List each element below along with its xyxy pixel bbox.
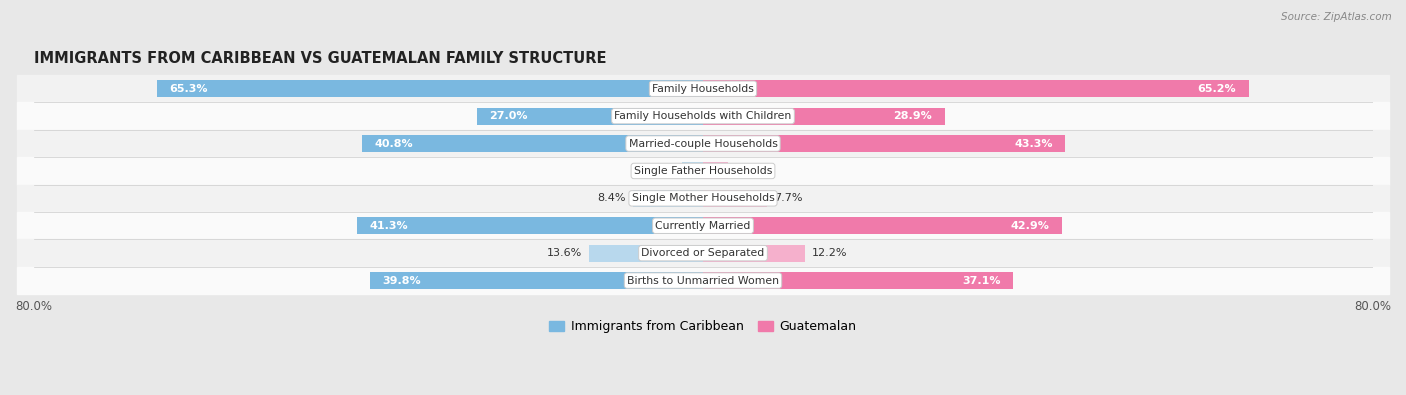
Text: 28.9%: 28.9% — [894, 111, 932, 121]
Bar — [17, 239, 1389, 267]
Bar — [633, 190, 703, 207]
Text: Family Households: Family Households — [652, 84, 754, 94]
Bar — [477, 108, 703, 125]
Text: 40.8%: 40.8% — [374, 139, 413, 149]
Bar — [361, 135, 703, 152]
Bar — [17, 75, 1389, 102]
Text: 12.2%: 12.2% — [811, 248, 848, 258]
Text: Single Father Households: Single Father Households — [634, 166, 772, 176]
Bar — [17, 267, 1389, 294]
Text: 3.0%: 3.0% — [735, 166, 763, 176]
Bar — [17, 157, 1389, 184]
Bar — [17, 184, 1389, 212]
Text: 43.3%: 43.3% — [1014, 139, 1053, 149]
Text: IMMIGRANTS FROM CARIBBEAN VS GUATEMALAN FAMILY STRUCTURE: IMMIGRANTS FROM CARIBBEAN VS GUATEMALAN … — [34, 51, 606, 66]
Bar — [703, 108, 945, 125]
Text: Divorced or Separated: Divorced or Separated — [641, 248, 765, 258]
Text: 65.3%: 65.3% — [169, 84, 208, 94]
Bar — [703, 217, 1062, 234]
Bar — [589, 245, 703, 261]
Text: Family Households with Children: Family Households with Children — [614, 111, 792, 121]
Text: Married-couple Households: Married-couple Households — [628, 139, 778, 149]
Text: 41.3%: 41.3% — [370, 221, 409, 231]
Bar — [682, 162, 703, 179]
Bar — [357, 217, 703, 234]
Bar — [703, 80, 1249, 97]
Text: Source: ZipAtlas.com: Source: ZipAtlas.com — [1281, 12, 1392, 22]
Text: 8.4%: 8.4% — [598, 193, 626, 203]
Text: 27.0%: 27.0% — [489, 111, 529, 121]
Text: Currently Married: Currently Married — [655, 221, 751, 231]
Text: 65.2%: 65.2% — [1198, 84, 1236, 94]
Text: Births to Unmarried Women: Births to Unmarried Women — [627, 276, 779, 286]
Bar — [370, 272, 703, 289]
Bar — [703, 135, 1066, 152]
Bar — [17, 102, 1389, 130]
Text: Single Mother Households: Single Mother Households — [631, 193, 775, 203]
Text: 2.5%: 2.5% — [647, 166, 675, 176]
Bar — [703, 245, 806, 261]
Text: 7.7%: 7.7% — [775, 193, 803, 203]
Bar — [17, 130, 1389, 157]
Bar — [703, 272, 1014, 289]
Text: 13.6%: 13.6% — [547, 248, 582, 258]
Text: 42.9%: 42.9% — [1011, 221, 1049, 231]
Bar — [17, 212, 1389, 239]
Bar — [156, 80, 703, 97]
Bar — [703, 190, 768, 207]
Legend: Immigrants from Caribbean, Guatemalan: Immigrants from Caribbean, Guatemalan — [544, 315, 862, 338]
Text: 37.1%: 37.1% — [963, 276, 1001, 286]
Text: 39.8%: 39.8% — [382, 276, 422, 286]
Bar — [703, 162, 728, 179]
